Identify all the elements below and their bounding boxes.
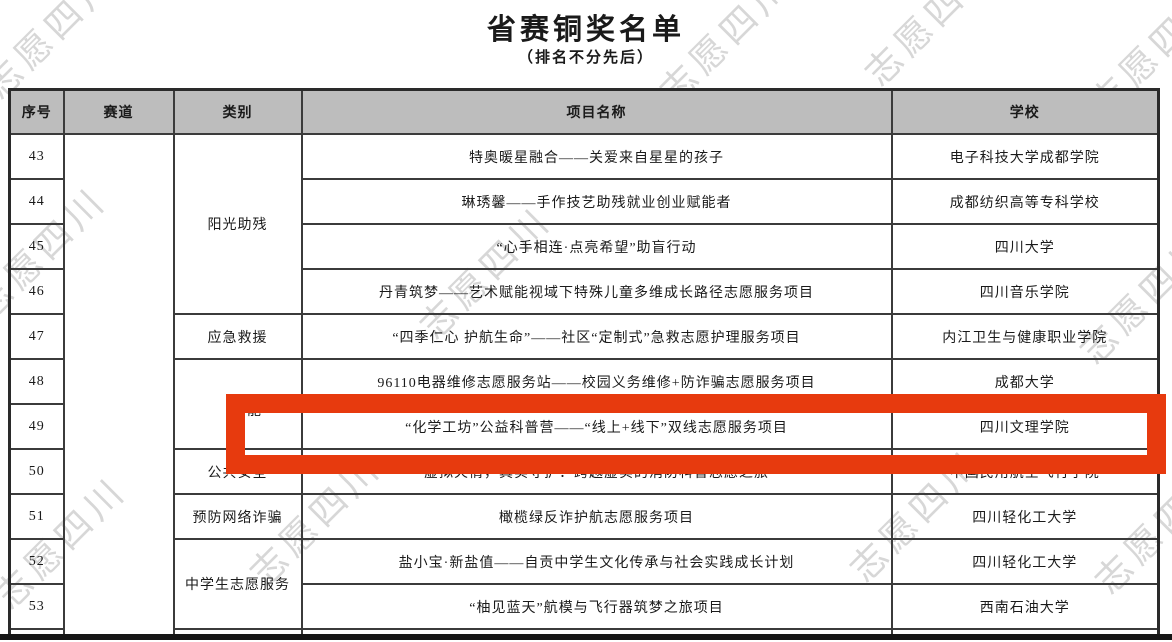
project-name-cell: 橄榄绿反诈护航志愿服务项目: [300, 493, 893, 540]
table-row: 44 琳琇馨——手作技艺助残就业创业赋能者 成都纺织高等专科学校: [8, 178, 1160, 225]
project-name-cell: “柚见蓝天”航模与飞行器筑梦之旅项目: [300, 583, 893, 630]
row-number-cell: 52: [8, 538, 65, 585]
project-name-cell: 盐小宝·新盐值——自贡中学生文化传承与社会实践成长计划: [300, 538, 893, 585]
table-body: 43 阳光助残 特奥暖星融合——关爱来自星星的孩子 电子科技大学成都学院 44 琳琇馨——…: [8, 133, 1160, 638]
row-number-cell: 49: [8, 403, 65, 450]
row-number-cell: 43: [8, 133, 65, 180]
category-cell: 预防网络诈骗: [172, 493, 303, 540]
row-number-cell: 48: [8, 358, 65, 405]
track-cell: [62, 133, 175, 638]
highlight-box: [226, 394, 1166, 474]
school-cell: [890, 628, 1160, 637]
table-row: 51 预防网络诈骗 橄榄绿反诈护航志愿服务项目 四川轻化工大学: [8, 493, 1160, 540]
category-cell: 阳光助残: [172, 133, 303, 315]
table-row: 47 应急救援 “四季仁心 护航生命”——社区“定制式”急救志愿护理服务项目 内江卫生…: [8, 313, 1160, 360]
row-number-cell: 46: [8, 268, 65, 315]
header-row: 序号 赛道 类别 项目名称 学校: [8, 88, 1160, 135]
project-name-cell: 丹青筑梦——艺术赋能视域下特殊儿童多维成长路径志愿服务项目: [300, 268, 893, 315]
row-number-cell: 47: [8, 313, 65, 360]
school-cell: 电子科技大学成都学院: [890, 133, 1160, 180]
category-cell: 中学生志愿服务: [172, 538, 303, 630]
table-row-partial: [8, 628, 1160, 637]
page-bottom-line: [0, 634, 1172, 640]
school-cell: 内江卫生与健康职业学院: [890, 313, 1160, 360]
row-number-cell: [8, 628, 65, 637]
page-title: 省赛铜奖名单: [486, 14, 685, 46]
row-number-cell: 51: [8, 493, 65, 540]
column-header-track: 赛道: [62, 88, 175, 135]
page-subtitle: （排名不分先后）: [517, 50, 654, 66]
school-cell: 四川轻化工大学: [890, 538, 1160, 585]
award-table: 序号 赛道 类别 项目名称 学校 43 阳光助残 特奥暖星融合——关爱来自星星的孩子…: [8, 88, 1160, 638]
school-cell: 西南石油大学: [890, 583, 1160, 630]
table-row: 46 丹青筑梦——艺术赋能视域下特殊儿童多维成长路径志愿服务项目 四川音乐学院: [8, 268, 1160, 315]
project-name-cell: “心手相连·点亮希望”助盲行动: [300, 223, 893, 270]
row-number-cell: 44: [8, 178, 65, 225]
row-number-cell: 53: [8, 583, 65, 630]
project-name-cell: [300, 628, 893, 637]
table-row: 45 “心手相连·点亮希望”助盲行动 四川大学: [8, 223, 1160, 270]
column-header-number: 序号: [8, 88, 65, 135]
school-cell: 四川轻化工大学: [890, 493, 1160, 540]
column-header-school: 学校: [890, 88, 1160, 135]
project-name-cell: 琳琇馨——手作技艺助残就业创业赋能者: [300, 178, 893, 225]
school-cell: 四川音乐学院: [890, 268, 1160, 315]
column-header-category: 类别: [172, 88, 303, 135]
project-name-cell: 特奥暖星融合——关爱来自星星的孩子: [300, 133, 893, 180]
project-name-cell: “四季仁心 护航生命”——社区“定制式”急救志愿护理服务项目: [300, 313, 893, 360]
school-cell: 四川大学: [890, 223, 1160, 270]
category-cell: [172, 628, 303, 637]
column-header-project: 项目名称: [300, 88, 893, 135]
row-number-cell: 45: [8, 223, 65, 270]
table-row: 53 “柚见蓝天”航模与飞行器筑梦之旅项目 西南石油大学: [8, 583, 1160, 630]
row-number-cell: 50: [8, 448, 65, 495]
category-cell: 应急救援: [172, 313, 303, 360]
table-row: 52 中学生志愿服务 盐小宝·新盐值——自贡中学生文化传承与社会实践成长计划 四川轻化…: [8, 538, 1160, 630]
table-header: 序号 赛道 类别 项目名称 学校: [8, 88, 1160, 135]
table-row: 43 阳光助残 特奥暖星融合——关爱来自星星的孩子 电子科技大学成都学院: [8, 133, 1160, 638]
school-cell: 成都纺织高等专科学校: [890, 178, 1160, 225]
